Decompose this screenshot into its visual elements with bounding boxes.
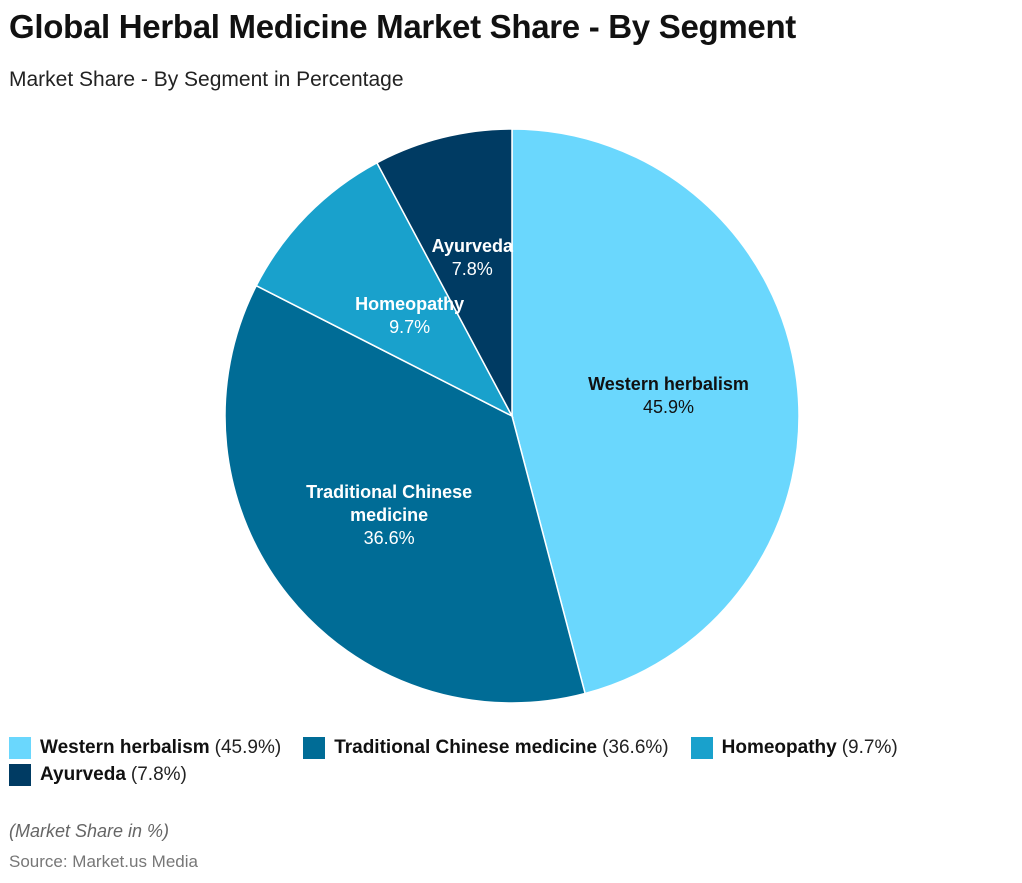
legend-label: Ayurveda	[40, 764, 126, 785]
chart-subtitle: Market Share - By Segment in Percentage	[9, 68, 404, 91]
legend-swatch	[690, 736, 713, 759]
chart-note: (Market Share in %)	[9, 821, 170, 841]
pie-chart: Western herbalism 45.9% Traditional Chines…	[224, 128, 800, 704]
legend-value: (9.7%)	[841, 737, 898, 758]
slice-name-label-traditional-chinese-medicine: Traditional Chinese	[306, 482, 472, 502]
legend-item-ayurveda: Ayurveda (7.8%)	[9, 763, 187, 786]
slice-value-label-ayurveda: 7.8%	[452, 259, 493, 279]
pie-slice-ayurveda	[375, 128, 513, 417]
legend-label: Homeopathy	[721, 737, 837, 758]
pie-slice-western-herbalism	[511, 128, 800, 695]
slice-name-label-ayurveda: Ayurveda	[432, 236, 514, 256]
legend-label: Traditional Chinese medicine	[334, 737, 598, 758]
slice-value-label-traditional-chinese-medicine: 36.6%	[364, 528, 415, 548]
slice-name-label-western-herbalism: Western herbalism	[588, 374, 749, 394]
legend-value: (45.9%)	[214, 737, 282, 758]
pie-slices	[224, 128, 800, 704]
legend-item-homeopathy: Homeopathy (9.7%)	[690, 736, 898, 759]
pie-slice-homeopathy	[255, 161, 514, 418]
slice-value-label-western-herbalism: 45.9%	[643, 397, 694, 417]
chart-legend: Western herbalism (45.9%) Traditional Ch…	[9, 736, 1009, 786]
legend-swatch	[9, 736, 31, 759]
slice-name-label-traditional-chinese-medicine: medicine	[350, 505, 428, 525]
legend-swatch	[303, 736, 326, 759]
slice-value-label-homeopathy: 9.7%	[389, 317, 430, 337]
source-text: Source: Market.us Media	[9, 852, 198, 871]
legend-swatch	[9, 763, 31, 786]
legend-value: (7.8%)	[130, 764, 187, 785]
legend-item-traditional-chinese-medicine: Traditional Chinese medicine (36.6%)	[303, 736, 669, 759]
pie-labels: Western herbalism 45.9% Traditional Chines…	[306, 236, 749, 548]
legend-label: Western herbalism	[40, 737, 210, 758]
legend-value: (36.6%)	[602, 737, 669, 758]
pie-slice-traditional-chinese-medicine	[224, 284, 587, 704]
legend-item-western-herbalism: Western herbalism (45.9%)	[9, 736, 281, 759]
chart-title: Global Herbal Medicine Market Share - By…	[9, 8, 796, 45]
slice-name-label-homeopathy: Homeopathy	[355, 294, 464, 314]
